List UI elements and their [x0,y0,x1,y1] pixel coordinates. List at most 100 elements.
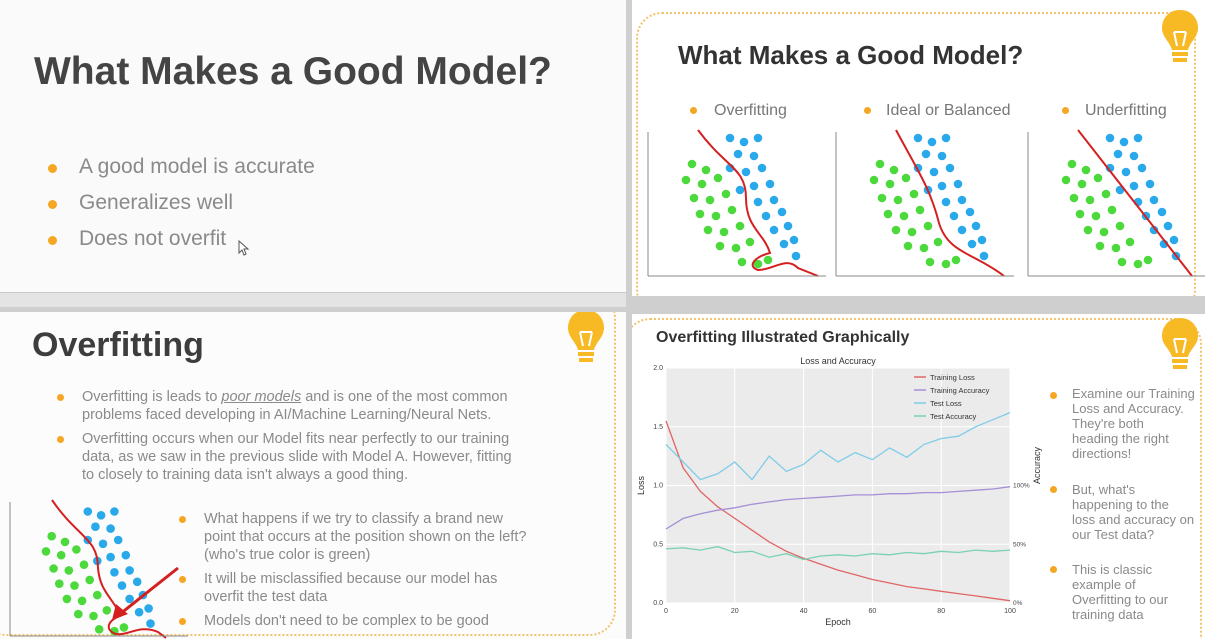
green-point [62,594,72,604]
line: This is classic [1072,562,1153,577]
series-line-test-loss [665,411,1011,481]
green-point [55,579,64,588]
green-point [885,179,895,189]
blue-point [977,235,987,245]
green-point [719,227,729,237]
green-point [77,596,87,606]
blue-point [106,552,115,562]
blue-point [941,133,951,143]
blue-point [753,133,763,143]
bullet-text: A good model is accurate [79,155,315,178]
green-point [1075,209,1085,219]
bullet-dot [179,576,186,583]
blue-point [91,522,100,531]
blue-point [979,251,989,261]
blue-point [937,151,947,161]
y2-tick-label: 0% [1013,600,1023,607]
blue-point [945,163,955,173]
mouse-cursor-icon [238,239,250,256]
legend-label: Training Loss [930,373,975,382]
bullet-dot [864,107,871,114]
blue-point [144,604,153,613]
blue-point [791,251,801,261]
bullet-text: Does not overfit [79,227,227,250]
poor-models-link[interactable]: poor models [221,389,302,405]
blue-point [937,181,947,191]
x-tick-label: 40 [800,608,808,615]
blue-point [753,197,763,207]
line: our Test data? [1072,527,1155,542]
blue-point [927,137,937,147]
blue-point [761,211,771,221]
x-tick-label: 60 [869,608,877,615]
green-point [49,564,58,573]
sub-bullet-1-line: What happens if we try to classify a bra… [204,511,504,527]
green-point [715,241,725,251]
legend-label: Test Loss [930,399,962,408]
y-tick-label: 1.5 [653,424,663,431]
blue-point [1105,133,1115,143]
y2-tick-label: 50% [1013,541,1026,548]
slide-1: What Makes a Good Model? A good model is… [0,0,626,292]
toolbar-strip [0,292,626,307]
blue-point [735,185,745,195]
scatter-overfit-example [9,499,188,639]
blue-point [1129,181,1139,191]
x-tick-label: 100 [1004,608,1016,615]
series-line-test-accuracy [665,545,1011,561]
green-point [1095,241,1105,251]
green-point [41,547,51,556]
green-point [47,531,56,541]
green-point [1091,211,1101,221]
green-point [721,189,731,199]
blue-point [1121,167,1131,177]
blue-point [769,225,779,235]
x-tick-label: 20 [731,608,739,615]
green-point [1061,175,1071,185]
y-tick-label: 0.0 [653,600,663,607]
green-point [94,625,104,634]
green-point [695,209,705,219]
blue-point [1119,137,1129,147]
green-point [915,205,925,215]
green-point [1115,221,1125,231]
blue-point [125,594,134,604]
blue-point [113,535,123,545]
bullet-2-line: data, as we saw in the previous slide wi… [82,449,512,465]
green-point [891,225,901,235]
blue-point [941,197,951,207]
blue-point [913,133,923,143]
slide-3: Overfitting Overfitting is leads to poor… [0,312,626,639]
green-point [731,243,741,253]
side-bullet-2: But, what's happening to the loss and ac… [1072,482,1194,542]
green-point [903,241,913,251]
blue-point [777,207,787,217]
lightbulb-icon [1162,318,1198,369]
line: example of [1072,577,1136,592]
line: They're both [1072,416,1144,431]
bullet-dot [1050,566,1057,573]
green-point [1101,189,1111,199]
blue-point [1149,195,1159,205]
blue-point [98,539,108,549]
green-point [689,193,699,203]
blue-point [921,149,931,159]
green-point [1067,159,1077,169]
green-point [74,609,83,619]
text: and is one of the most common [301,389,508,405]
green-point [85,575,94,585]
line: Examine our Training [1072,386,1195,401]
blue-point [967,239,977,249]
green-point [119,623,129,632]
bullet-dot [1050,486,1057,493]
lightbulb-icon [1162,10,1198,62]
sub-bullet-2-line: It will be misclassified because our mod… [204,571,498,587]
blue-point [1157,207,1167,217]
line: loss and accuracy on [1072,512,1195,527]
green-point [737,257,747,267]
side-bullet-1: Examine our Training Loss and Accuracy. … [1072,386,1195,461]
green-point [713,173,723,183]
line: Loss and Accuracy. [1072,401,1184,416]
green-point [909,189,919,199]
slide-4: Overfitting Illustrated Graphically 0 20 4… [632,314,1205,639]
